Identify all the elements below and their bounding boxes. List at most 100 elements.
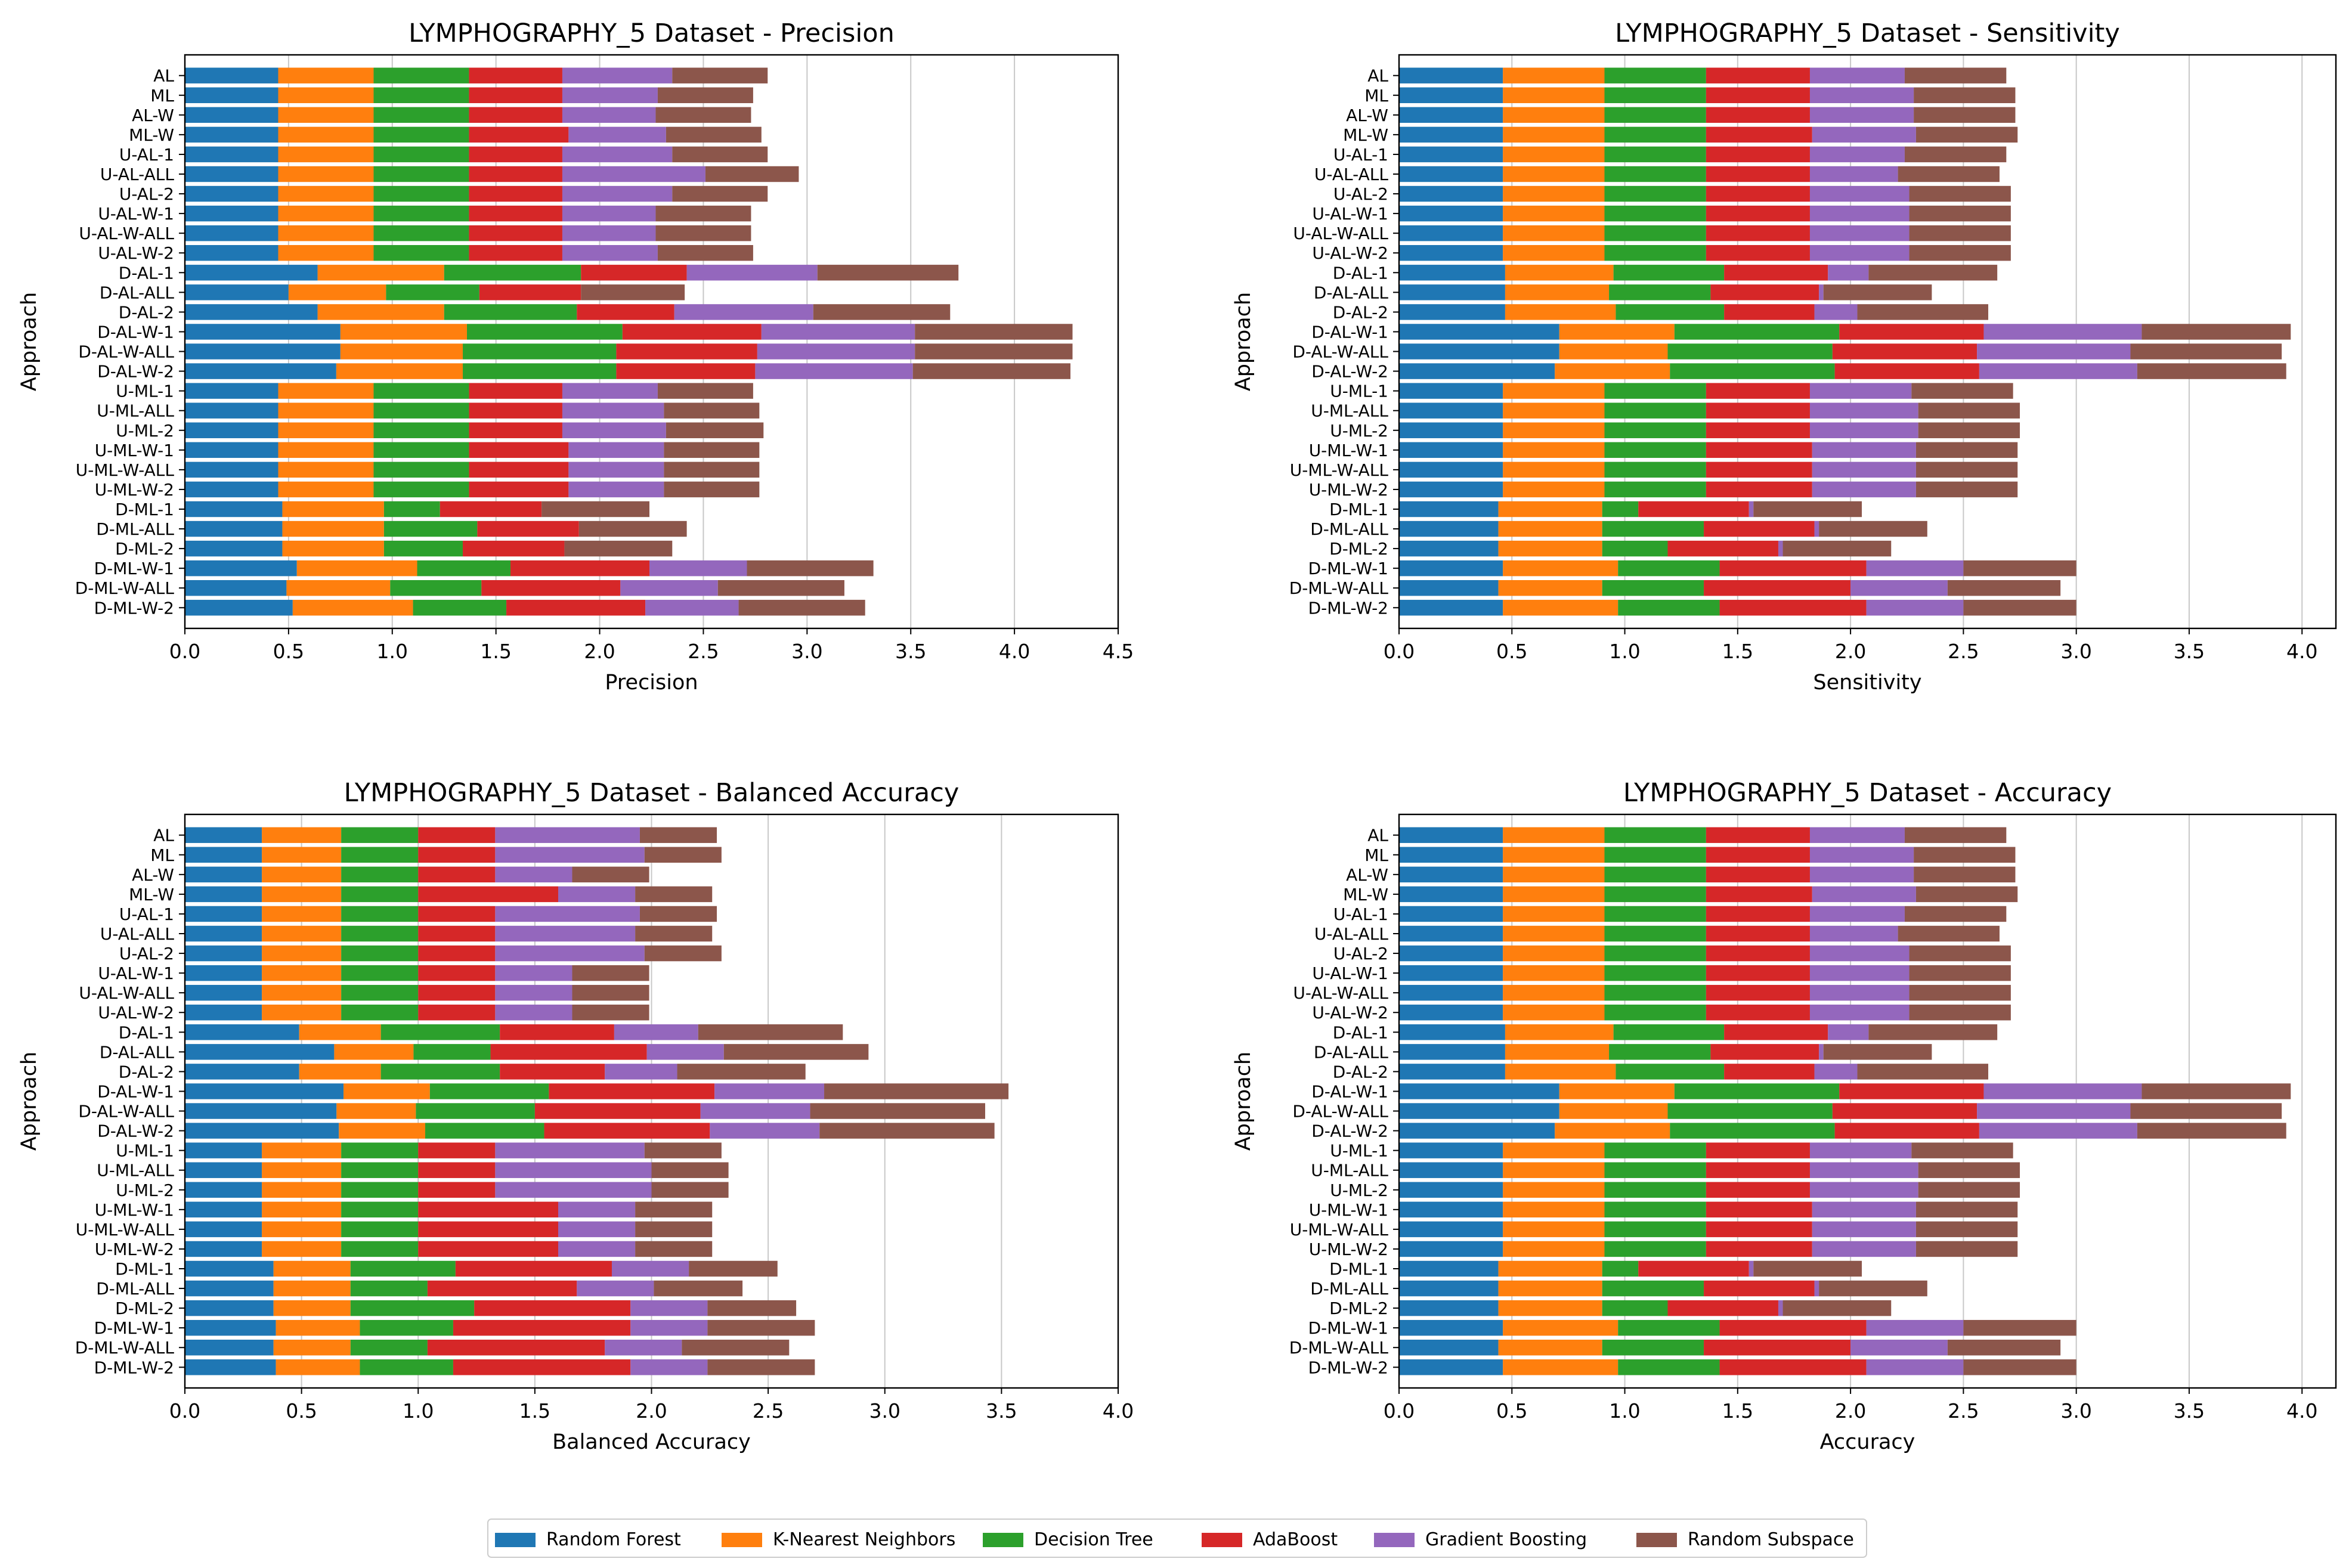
- bar-u-al-all-decision-tree: [1604, 166, 1706, 182]
- y-tick-label: D-ML-2: [1329, 539, 1388, 559]
- bar-d-ml-all-random-forest: [185, 520, 283, 537]
- bar-ml-w-gradient-boosting: [1812, 886, 1916, 903]
- bar-u-al-w-all-gradient-boosting: [562, 225, 656, 241]
- bar-d-al-1-adaboost: [500, 1024, 614, 1040]
- bar-d-al-1-gradient-boosting: [686, 265, 818, 281]
- bar-d-al-w-all-decision-tree: [416, 1103, 535, 1119]
- bar-u-ml-all-adaboost: [418, 1162, 496, 1178]
- bar-u-ml-w-all-k-nearest-neighbors: [262, 1221, 342, 1238]
- bar-d-ml-1-gradient-boosting: [1748, 501, 1754, 517]
- bar-al-gradient-boosting: [495, 827, 640, 843]
- bar-d-al-w-2-gradient-boosting: [1979, 1123, 2137, 1139]
- bar-u-al-all-k-nearest-neighbors: [262, 925, 342, 942]
- bar-u-al-w-all-random-forest: [185, 225, 278, 241]
- bar-d-al-w-all-gradient-boosting: [700, 1103, 810, 1119]
- chart-precision: D-ML-W-2D-ML-W-ALLD-ML-W-1D-ML-2D-ML-ALL…: [17, 18, 1134, 695]
- bar-al-w-random-forest: [185, 866, 262, 883]
- bar-d-ml-w-1-adaboost: [453, 1319, 631, 1336]
- bar-u-al-w-1-random-forest: [1399, 205, 1503, 222]
- bar-u-ml-w-1-gradient-boosting: [558, 1201, 636, 1218]
- y-tick-label: D-AL-W-1: [97, 322, 174, 342]
- bar-al-k-nearest-neighbors: [278, 67, 374, 83]
- bar-u-al-all-k-nearest-neighbors: [1503, 166, 1605, 182]
- bar-u-ml-w-all-random-forest: [185, 1221, 262, 1238]
- bar-u-ml-w-2-gradient-boosting: [568, 481, 664, 498]
- bar-u-ml-1-k-nearest-neighbors: [262, 1142, 342, 1158]
- bar-u-al-w-all-gradient-boosting: [1809, 984, 1910, 1001]
- bar-d-ml-w-1-random-subspace: [747, 560, 874, 577]
- bar-u-al-w-1-adaboost: [1706, 205, 1810, 222]
- bar-d-ml-w-2-gradient-boosting: [1866, 600, 1964, 616]
- bar-d-al-w-all-k-nearest-neighbors: [336, 1103, 416, 1119]
- bar-u-ml-w-2-decision-tree: [373, 481, 469, 498]
- bar-d-ml-w-all-gradient-boosting: [1850, 580, 1948, 596]
- y-tick-label: U-ML-W-ALL: [76, 1220, 175, 1239]
- bar-u-ml-w-2-decision-tree: [1604, 481, 1706, 498]
- bar-u-ml-w-all-adaboost: [1706, 1221, 1812, 1238]
- bar-d-al-1-random-forest: [1399, 1024, 1505, 1040]
- bar-d-ml-2-random-subspace: [707, 1300, 797, 1316]
- bar-u-al-1-decision-tree: [1604, 906, 1706, 922]
- bar-u-al-1-random-subspace: [672, 146, 768, 163]
- bar-d-al-w-1-random-subspace: [915, 324, 1073, 340]
- bar-d-al-1-k-nearest-neighbors: [299, 1024, 381, 1040]
- bar-d-al-w-2-random-forest: [1399, 1123, 1555, 1139]
- bar-u-ml-2-random-subspace: [666, 422, 764, 438]
- x-tick-label: 4.5: [1103, 640, 1134, 663]
- bar-u-ml-2-gradient-boosting: [562, 422, 666, 438]
- bar-u-al-2-gradient-boosting: [1809, 945, 1910, 962]
- bar-d-al-w-all-adaboost: [616, 343, 757, 360]
- bar-d-al-all-decision-tree: [413, 1044, 491, 1060]
- bar-u-ml-w-all-random-subspace: [635, 1221, 713, 1238]
- bar-al-gradient-boosting: [1809, 827, 1905, 843]
- bar-d-ml-all-random-forest: [1399, 1280, 1499, 1297]
- y-tick-label: D-AL-W-1: [1311, 322, 1388, 342]
- bar-al-k-nearest-neighbors: [1503, 67, 1605, 83]
- bar-d-ml-w-all-decision-tree: [390, 580, 482, 596]
- bar-d-ml-2-gradient-boosting: [630, 1300, 708, 1316]
- bar-d-al-1-decision-tree: [1613, 265, 1725, 281]
- bar-al-random-forest: [1399, 67, 1503, 83]
- bar-u-al-2-adaboost: [418, 945, 496, 962]
- bar-d-ml-all-random-subspace: [578, 520, 687, 537]
- bar-d-al-w-2-k-nearest-neighbors: [1555, 1123, 1670, 1139]
- chart-sensitivity: D-ML-W-2D-ML-W-ALLD-ML-W-1D-ML-2D-ML-ALL…: [1231, 18, 2337, 695]
- bar-u-ml-1-adaboost: [418, 1142, 496, 1158]
- bar-d-al-w-1-gradient-boosting: [1983, 1083, 2142, 1099]
- bar-u-ml-2-random-subspace: [651, 1182, 729, 1198]
- bar-d-al-all-random-subspace: [1823, 284, 1932, 300]
- bar-d-ml-2-k-nearest-neighbors: [273, 1300, 351, 1316]
- bar-d-ml-w-1-adaboost: [510, 560, 650, 577]
- bar-u-al-w-2-k-nearest-neighbors: [1503, 245, 1605, 261]
- y-tick-label: U-AL-1: [1333, 904, 1388, 924]
- bar-ml-w-adaboost: [418, 886, 558, 903]
- y-tick-label: U-AL-ALL: [100, 165, 174, 184]
- y-tick-label: U-ML-W-2: [95, 1239, 174, 1259]
- bar-d-al-all-random-forest: [1399, 1044, 1505, 1060]
- bar-u-al-w-2-gradient-boosting: [562, 245, 658, 261]
- bar-ml-w-k-nearest-neighbors: [1503, 886, 1605, 903]
- bar-u-al-w-1-random-subspace: [655, 205, 751, 222]
- bar-d-al-w-all-adaboost: [1832, 1103, 1977, 1119]
- bar-u-al-1-decision-tree: [1604, 146, 1706, 163]
- bar-d-al-2-random-subspace: [677, 1064, 806, 1080]
- bar-u-al-w-1-random-subspace: [1909, 965, 2011, 981]
- bar-d-al-2-random-forest: [185, 1064, 299, 1080]
- bar-al-random-subspace: [639, 827, 717, 843]
- x-tick-label: 1.5: [519, 1399, 550, 1423]
- bar-u-al-w-1-random-subspace: [1909, 205, 2011, 222]
- bar-u-al-2-random-forest: [1399, 945, 1503, 962]
- bar-u-ml-w-all-random-forest: [185, 461, 278, 478]
- bar-d-al-w-all-k-nearest-neighbors: [1559, 1103, 1668, 1119]
- bar-u-ml-1-gradient-boosting: [495, 1142, 645, 1158]
- bar-d-al-1-adaboost: [1724, 265, 1828, 281]
- bar-u-ml-w-all-gradient-boosting: [1812, 461, 1916, 478]
- x-tick-label: 2.0: [1835, 640, 1866, 663]
- bar-d-ml-w-all-random-subspace: [717, 580, 844, 596]
- y-tick-label: ML-W: [129, 885, 174, 904]
- bar-u-ml-1-adaboost: [1706, 1142, 1810, 1158]
- bar-d-ml-w-1-k-nearest-neighbors: [296, 560, 417, 577]
- bar-d-al-w-1-random-forest: [185, 1083, 344, 1099]
- bar-d-ml-2-adaboost: [1667, 540, 1778, 557]
- bar-d-ml-1-random-subspace: [1753, 501, 1862, 517]
